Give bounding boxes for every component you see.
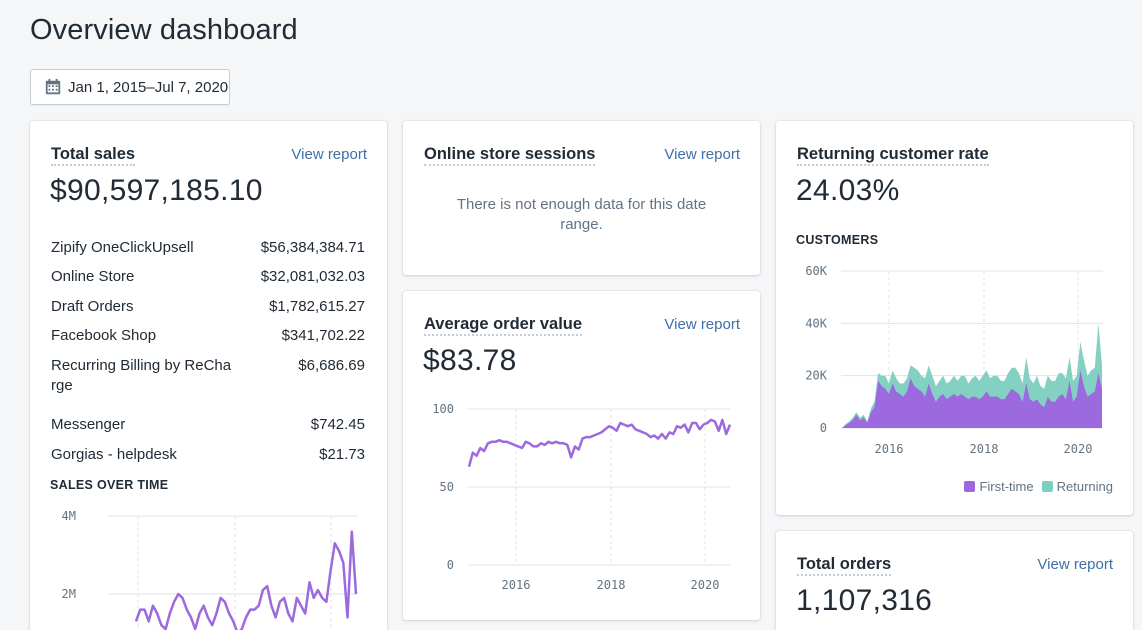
y-tick-label: 60K (805, 264, 827, 278)
y-tick-label: 100 (432, 402, 454, 416)
no-data-message: There is not enough data for this date r… (456, 196, 707, 233)
sales-channel-row: Gorgias - helpdesk $21.73 (51, 445, 365, 465)
sales-channel-name: Gorgias - helpdesk (51, 446, 177, 463)
sales-channel-row: Online Store $32,081,032.03 (51, 267, 365, 287)
total-orders-view-report-link[interactable]: View report (1037, 556, 1113, 573)
sales-channel-name: Draft Orders (51, 298, 134, 315)
x-tick-label: 2020 (1064, 442, 1093, 456)
total-sales-card: Total sales View report $90,597,185.10 Z… (30, 121, 387, 630)
legend-first-time: First-time (964, 479, 1034, 494)
total-orders-title[interactable]: Total orders (797, 555, 892, 576)
sales-channel-amount: $56,384,384.71 (260, 239, 365, 256)
legend-returning: Returning (1041, 479, 1113, 494)
first-time-area (842, 370, 1102, 428)
total-sales-value: $90,597,185.10 (50, 174, 263, 207)
date-range-button[interactable]: Jan 1, 2015–Jul 7, 2020 (30, 69, 230, 105)
sales-line (134, 530, 358, 630)
total-sales-view-report-link[interactable]: View report (291, 146, 367, 163)
sales-channel-name: Facebook Shop (51, 327, 157, 344)
x-tick-label: 2018 (597, 578, 626, 592)
sales-over-time-chart: 4M 2M (62, 509, 358, 630)
returning-rate-value: 24.03% (796, 174, 900, 207)
total-sales-title[interactable]: Total sales (51, 145, 136, 166)
legend-first-time-label: First-time (979, 479, 1034, 494)
sales-channel-row: Recurring Billing by ReCharge $6,686.69 (51, 356, 365, 396)
average-order-chart: 100 50 0 2016 2018 2020 (432, 402, 732, 592)
x-tick-label: 2018 (970, 442, 999, 456)
sales-channel-name: Online Store (51, 268, 135, 285)
page-title: Overview dashboard (30, 14, 298, 46)
date-range-label: Jan 1, 2015–Jul 7, 2020 (68, 78, 229, 96)
y-tick-label: 0 (820, 421, 827, 435)
y-tick-label: 40K (805, 316, 827, 330)
sales-over-time-label: SALES OVER TIME (50, 478, 169, 492)
y-tick-label: 4M (62, 509, 76, 523)
total-orders-card: Total orders View report 1,107,316 (776, 531, 1133, 630)
sales-channel-name: Recurring Billing by ReCharge (51, 357, 232, 394)
sales-channel-row: Messenger $742.45 (51, 415, 365, 435)
sales-channel-name: Zipify OneClickUpsell (51, 239, 194, 256)
customers-label: CUSTOMERS (796, 233, 879, 247)
online-sessions-view-report-link[interactable]: View report (664, 146, 740, 163)
customers-legend: First-time Returning (964, 479, 1113, 494)
average-order-view-report-link[interactable]: View report (664, 316, 740, 333)
purple-swatch (964, 481, 976, 492)
average-order-card: Average order value View report $83.78 1… (403, 291, 760, 620)
online-sessions-title[interactable]: Online store sessions (424, 145, 596, 166)
x-tick-label: 2016 (875, 442, 904, 456)
customers-chart: 60K 40K 20K 0 2016 2018 2020 (805, 264, 1103, 456)
total-orders-value: 1,107,316 (796, 584, 933, 617)
average-order-line (467, 418, 732, 468)
y-tick-label: 2M (62, 587, 76, 601)
sales-channel-amount: $1,782,615.27 (269, 298, 365, 315)
x-tick-label: 2016 (502, 578, 531, 592)
y-tick-label: 0 (447, 558, 454, 572)
average-order-value: $83.78 (423, 344, 517, 377)
returning-rate-title[interactable]: Returning customer rate (797, 145, 989, 166)
returning-rate-card: Returning customer rate 24.03% CUSTOMERS… (776, 121, 1133, 515)
sales-channel-row: Draft Orders $1,782,615.27 (51, 297, 365, 317)
legend-returning-label: Returning (1056, 479, 1113, 494)
sales-channel-name: Messenger (51, 416, 126, 433)
y-tick-label: 50 (440, 480, 454, 494)
sales-channel-amount: $742.45 (310, 416, 365, 433)
online-sessions-card: Online store sessions View report There … (403, 121, 760, 275)
sales-channel-row: Zipify OneClickUpsell $56,384,384.71 (51, 238, 365, 258)
teal-swatch (1041, 481, 1053, 492)
sales-channel-amount: $6,686.69 (298, 357, 365, 374)
sales-channel-amount: $32,081,032.03 (260, 268, 365, 285)
average-order-title[interactable]: Average order value (424, 315, 583, 336)
sales-channel-amount: $341,702.22 (281, 327, 365, 344)
x-tick-label: 2020 (691, 578, 720, 592)
sales-channel-amount: $21.73 (319, 446, 365, 463)
sales-channel-row: Facebook Shop $341,702.22 (51, 326, 365, 346)
calendar-icon (45, 78, 61, 95)
y-tick-label: 20K (805, 369, 827, 383)
